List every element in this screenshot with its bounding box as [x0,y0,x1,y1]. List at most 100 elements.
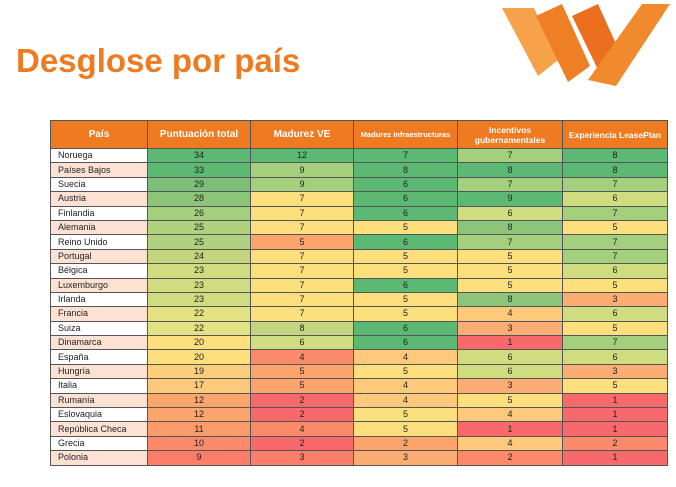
score-cell: 5 [250,378,354,394]
score-cell: 4 [353,349,458,365]
table-body: Noruega 34 12 7 7 8 Países Bajos 33 9 8 8 8 Suecia 29… [50,147,668,466]
header-ev-maturity: Madurez VE [250,120,354,149]
table-row: República Checa 11 4 5 1 1 [50,421,668,437]
header-country: País [50,120,148,149]
score-cell: 7 [562,205,668,221]
score-cell: 1 [457,335,563,351]
score-cell: 26 [147,205,251,221]
country-cell: Irlanda [50,291,148,308]
country-cell: Suiza [50,320,148,337]
score-cell: 4 [457,306,563,322]
score-cell: 12 [147,392,251,409]
score-cell: 4 [353,392,458,409]
score-cell: 6 [353,335,458,351]
country-cell: Portugal [50,248,148,265]
score-cell: 5 [562,320,668,337]
score-cell: 5 [562,219,668,236]
score-cell: 6 [562,263,668,279]
score-cell: 5 [353,306,458,322]
score-cell: 5 [353,219,458,236]
score-cell: 12 [147,407,251,423]
score-cell: 3 [562,291,668,308]
score-cell: 5 [353,363,458,380]
country-cell: Eslovaquia [50,407,148,423]
score-cell: 19 [147,363,251,380]
score-cell: 8 [457,162,563,178]
table-row: Irlanda 23 7 5 8 3 [50,291,668,308]
score-cell: 5 [250,363,354,380]
score-cell: 9 [147,450,251,466]
country-cell: República Checa [50,421,148,437]
table-row: Eslovaquia 12 2 5 4 1 [50,407,668,423]
score-cell: 25 [147,234,251,250]
score-cell: 3 [353,450,458,466]
score-cell: 1 [457,421,563,437]
score-cell: 7 [250,263,354,279]
score-cell: 8 [562,147,668,164]
table-row: Suecia 29 9 6 7 7 [50,176,668,193]
score-cell: 25 [147,219,251,236]
score-cell: 3 [562,363,668,380]
score-cell: 6 [353,205,458,221]
score-cell: 6 [353,176,458,193]
country-cell: Dinamarca [50,335,148,351]
score-cell: 8 [250,320,354,337]
country-cell: Finlandia [50,205,148,221]
score-cell: 7 [457,176,563,193]
score-cell: 12 [250,147,354,164]
score-cell: 8 [562,162,668,178]
score-cell: 20 [147,349,251,365]
score-cell: 2 [353,435,458,452]
score-cell: 1 [562,421,668,437]
score-cell: 6 [353,320,458,337]
score-cell: 5 [457,277,563,293]
country-cell: Hungría [50,363,148,380]
table-row: Noruega 34 12 7 7 8 [50,147,668,164]
country-cell: Noruega [50,147,148,164]
country-breakdown-table: País Puntuación total Madurez VE Madurez… [50,120,668,466]
table-row: Países Bajos 33 9 8 8 8 [50,162,668,178]
country-table-container: País Puntuación total Madurez VE Madurez… [50,120,668,466]
score-cell: 6 [353,234,458,250]
score-cell: 1 [562,407,668,423]
score-cell: 20 [147,335,251,351]
score-cell: 7 [562,234,668,250]
score-cell: 7 [562,335,668,351]
score-cell: 4 [250,421,354,437]
score-cell: 6 [457,363,563,380]
table-row: España 20 4 4 6 6 [50,349,668,365]
score-cell: 2 [250,435,354,452]
score-cell: 5 [457,263,563,279]
score-cell: 6 [562,306,668,322]
table-row: Polonia 9 3 3 2 1 [50,450,668,466]
country-cell: Italia [50,378,148,394]
score-cell: 4 [457,435,563,452]
score-cell: 7 [250,277,354,293]
table-row: Finlandia 26 7 6 6 7 [50,205,668,221]
header-government-incentives: Incentivos gubernamentales [457,120,563,149]
table-row: Grecia 10 2 2 4 2 [50,435,668,452]
score-cell: 6 [457,349,563,365]
score-cell: 7 [250,306,354,322]
country-cell: Austria [50,191,148,207]
score-cell: 17 [147,378,251,394]
score-cell: 7 [250,205,354,221]
header-infrastructure-maturity: Madurez infraestructuras [353,120,458,149]
table-row: Dinamarca 20 6 6 1 7 [50,335,668,351]
country-cell: Luxemburgo [50,277,148,293]
score-cell: 5 [562,277,668,293]
score-cell: 8 [457,291,563,308]
score-cell: 9 [457,191,563,207]
score-cell: 7 [457,147,563,164]
country-cell: Reino Unido [50,234,148,250]
score-cell: 6 [457,205,563,221]
country-cell: Rumanía [50,392,148,409]
score-cell: 5 [353,421,458,437]
score-cell: 5 [353,291,458,308]
score-cell: 2 [250,407,354,423]
score-cell: 5 [562,378,668,394]
country-cell: Polonia [50,450,148,466]
country-cell: Grecia [50,435,148,452]
country-cell: Países Bajos [50,162,148,178]
score-cell: 3 [250,450,354,466]
